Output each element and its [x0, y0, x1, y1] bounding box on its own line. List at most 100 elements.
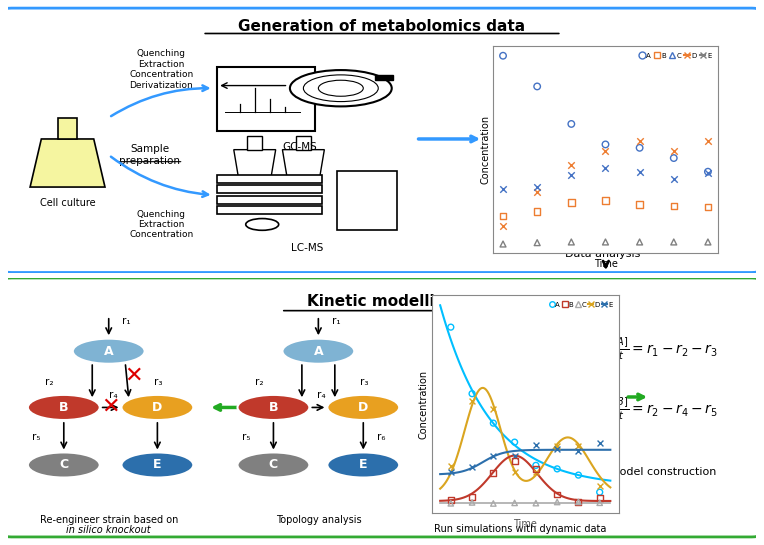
- Text: r₄: r₄: [317, 390, 325, 400]
- Point: [509, 499, 521, 507]
- Legend: A, B, C, D, E: A, B, C, D, E: [546, 299, 615, 311]
- Point: [551, 445, 563, 453]
- FancyBboxPatch shape: [217, 175, 322, 183]
- Circle shape: [327, 452, 400, 477]
- Text: $\frac{d[A]}{dt} = r_1 - r_2 - r_3$: $\frac{d[A]}{dt} = r_1 - r_2 - r_3$: [607, 335, 718, 362]
- Text: in silico knockout: in silico knockout: [66, 525, 151, 535]
- Text: E: E: [359, 458, 367, 471]
- Text: Sample
preparation: Sample preparation: [119, 144, 180, 166]
- Text: A: A: [313, 344, 323, 358]
- Point: [466, 463, 478, 472]
- Circle shape: [28, 452, 100, 477]
- Point: [497, 51, 509, 60]
- Text: GC-MS: GC-MS: [282, 142, 317, 152]
- Text: D: D: [358, 401, 368, 414]
- Point: [487, 499, 500, 508]
- Point: [565, 198, 578, 207]
- Text: Cell culture: Cell culture: [40, 198, 96, 208]
- Text: r₆: r₆: [377, 432, 385, 442]
- Text: D: D: [152, 401, 163, 414]
- Polygon shape: [58, 118, 77, 139]
- Point: [529, 440, 542, 449]
- Text: Model construction: Model construction: [610, 467, 716, 476]
- Circle shape: [283, 338, 354, 364]
- FancyBboxPatch shape: [217, 196, 322, 204]
- FancyBboxPatch shape: [337, 171, 397, 230]
- FancyBboxPatch shape: [374, 75, 393, 80]
- Polygon shape: [248, 136, 262, 150]
- Text: E: E: [153, 458, 162, 471]
- Text: Kinetic modelling: Kinetic modelling: [307, 294, 457, 309]
- Point: [551, 441, 563, 450]
- Circle shape: [73, 338, 144, 364]
- Point: [509, 438, 521, 446]
- Text: ✕: ✕: [124, 366, 143, 386]
- Text: r₂: r₂: [254, 377, 264, 387]
- Point: [565, 161, 578, 169]
- Point: [600, 164, 612, 173]
- Point: [497, 240, 509, 249]
- X-axis label: Time: Time: [594, 259, 617, 269]
- Point: [594, 488, 606, 496]
- Circle shape: [121, 395, 193, 420]
- Text: Data analysis: Data analysis: [565, 249, 640, 259]
- Polygon shape: [296, 136, 311, 150]
- Point: [551, 490, 563, 499]
- X-axis label: Time: Time: [513, 519, 537, 529]
- Text: Quenching
Extraction
Concentration
Derivatization: Quenching Extraction Concentration Deriv…: [129, 50, 193, 89]
- Point: [551, 498, 563, 506]
- Text: r₁: r₁: [122, 316, 131, 326]
- Point: [565, 238, 578, 246]
- Point: [509, 457, 521, 465]
- Point: [445, 499, 457, 508]
- Point: [529, 465, 542, 474]
- Point: [594, 482, 606, 491]
- Point: [487, 405, 500, 414]
- Point: [445, 462, 457, 471]
- FancyBboxPatch shape: [217, 185, 322, 193]
- Point: [509, 452, 521, 461]
- Point: [565, 171, 578, 179]
- Y-axis label: Concentration: Concentration: [419, 370, 429, 439]
- Point: [702, 238, 714, 246]
- Point: [529, 461, 542, 470]
- Point: [572, 441, 584, 450]
- Point: [466, 397, 478, 405]
- Point: [529, 468, 542, 476]
- Circle shape: [28, 395, 100, 420]
- Text: B: B: [59, 401, 69, 414]
- Text: A: A: [104, 344, 114, 358]
- Point: [531, 207, 543, 216]
- Point: [668, 147, 680, 156]
- Point: [594, 439, 606, 447]
- Point: [594, 499, 606, 507]
- Point: [600, 196, 612, 205]
- Point: [668, 174, 680, 183]
- Text: Re-engineer strain based on: Re-engineer strain based on: [40, 515, 178, 525]
- Y-axis label: Concentration: Concentration: [480, 116, 490, 184]
- Polygon shape: [283, 150, 325, 177]
- FancyBboxPatch shape: [4, 8, 759, 272]
- Point: [445, 323, 457, 331]
- Point: [497, 211, 509, 220]
- Text: Run simulations with dynamic data: Run simulations with dynamic data: [434, 524, 607, 534]
- Point: [509, 467, 521, 476]
- Point: [531, 183, 543, 191]
- Point: [551, 464, 563, 473]
- Circle shape: [121, 452, 193, 477]
- Polygon shape: [234, 150, 276, 177]
- Circle shape: [246, 219, 279, 231]
- Polygon shape: [30, 139, 105, 187]
- Point: [702, 203, 714, 211]
- Point: [466, 493, 478, 501]
- Point: [466, 389, 478, 398]
- Circle shape: [290, 70, 392, 106]
- Point: [572, 447, 584, 456]
- Text: Topology analysis: Topology analysis: [276, 515, 361, 525]
- Point: [633, 143, 646, 152]
- Point: [531, 188, 543, 197]
- Point: [497, 222, 509, 231]
- Text: $\frac{d[B]}{dt} = r_2 - r_4 - r_5$: $\frac{d[B]}{dt} = r_2 - r_4 - r_5$: [607, 396, 718, 422]
- Point: [445, 496, 457, 505]
- Text: LC-MS: LC-MS: [291, 244, 323, 253]
